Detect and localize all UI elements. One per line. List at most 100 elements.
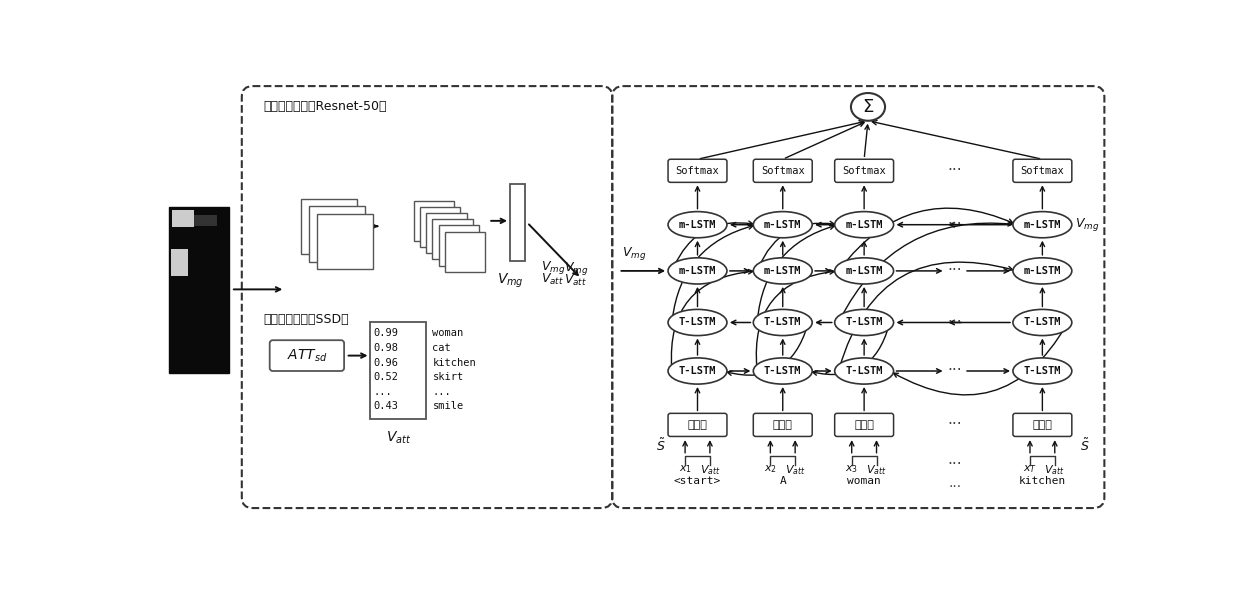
Text: 嵌入层: 嵌入层	[687, 420, 708, 430]
Bar	[420, 207, 460, 247]
Ellipse shape	[835, 212, 894, 238]
Ellipse shape	[668, 309, 727, 335]
FancyBboxPatch shape	[835, 414, 894, 436]
Ellipse shape	[668, 358, 727, 384]
Text: $x_2$: $x_2$	[764, 464, 776, 475]
Text: ...: ...	[949, 476, 961, 489]
Text: <start>: <start>	[673, 476, 722, 486]
Text: m-LSTM: m-LSTM	[846, 266, 883, 276]
FancyBboxPatch shape	[668, 160, 727, 182]
Ellipse shape	[753, 309, 812, 335]
Text: $V_{att}$: $V_{att}$	[785, 464, 806, 477]
Text: 0.52: 0.52	[373, 372, 398, 382]
Text: woman: woman	[433, 328, 464, 338]
Bar	[317, 214, 373, 269]
Text: kitchen: kitchen	[1019, 476, 1066, 486]
Ellipse shape	[1013, 212, 1071, 238]
Text: ···: ···	[947, 315, 962, 330]
FancyBboxPatch shape	[1013, 160, 1071, 182]
Ellipse shape	[851, 93, 885, 121]
Text: A: A	[780, 476, 786, 486]
Text: 0.43: 0.43	[373, 402, 398, 411]
Text: $V_{att}$: $V_{att}$	[1044, 464, 1065, 477]
Text: ···: ···	[947, 163, 962, 178]
Ellipse shape	[835, 258, 894, 284]
Text: kitchen: kitchen	[433, 358, 476, 368]
Text: m-LSTM: m-LSTM	[846, 220, 883, 230]
Ellipse shape	[1013, 358, 1071, 384]
Bar	[371, 323, 427, 419]
Text: ...: ...	[373, 387, 392, 397]
Ellipse shape	[753, 358, 812, 384]
Text: 嵌入层: 嵌入层	[854, 420, 874, 430]
FancyBboxPatch shape	[835, 160, 894, 182]
Text: $V_{mg}$: $V_{mg}$	[541, 258, 565, 276]
Text: ···: ···	[947, 364, 962, 379]
Text: T-LSTM: T-LSTM	[764, 317, 801, 327]
Text: ...: ...	[947, 452, 962, 467]
Bar	[169, 207, 229, 373]
Text: m-LSTM: m-LSTM	[1024, 266, 1061, 276]
Bar	[433, 219, 472, 259]
Text: ···: ···	[947, 417, 962, 432]
Bar	[427, 213, 466, 253]
FancyBboxPatch shape	[754, 414, 812, 436]
Ellipse shape	[835, 309, 894, 335]
Text: $x_T$: $x_T$	[1023, 464, 1037, 475]
Text: m-LSTM: m-LSTM	[764, 220, 801, 230]
Text: smile: smile	[433, 402, 464, 411]
Text: T-LSTM: T-LSTM	[764, 366, 801, 376]
FancyBboxPatch shape	[1013, 414, 1071, 436]
Ellipse shape	[753, 258, 812, 284]
Text: ···: ···	[947, 217, 962, 232]
Text: Softmax: Softmax	[842, 166, 887, 176]
Text: m-LSTM: m-LSTM	[678, 220, 717, 230]
FancyBboxPatch shape	[668, 414, 727, 436]
Bar	[445, 232, 485, 272]
Text: T-LSTM: T-LSTM	[846, 366, 883, 376]
Text: ···: ···	[947, 264, 962, 278]
Text: T-LSTM: T-LSTM	[678, 366, 717, 376]
Text: cat: cat	[433, 343, 451, 353]
Text: Softmax: Softmax	[761, 166, 805, 176]
Text: $V_{mg}$: $V_{mg}$	[621, 244, 646, 262]
Text: $x_3$: $x_3$	[846, 464, 858, 475]
Text: Softmax: Softmax	[676, 166, 719, 176]
Text: $x_1$: $x_1$	[678, 464, 692, 475]
Ellipse shape	[753, 212, 812, 238]
Bar	[510, 184, 526, 261]
Bar	[172, 210, 193, 227]
Ellipse shape	[1013, 258, 1071, 284]
Text: T-LSTM: T-LSTM	[1024, 317, 1061, 327]
Text: $V_{att}$: $V_{att}$	[541, 272, 564, 287]
Text: 嵌入层: 嵌入层	[773, 420, 792, 430]
Text: T-LSTM: T-LSTM	[846, 317, 883, 327]
Text: m-LSTM: m-LSTM	[678, 266, 717, 276]
Text: Softmax: Softmax	[1021, 166, 1064, 176]
Text: $\Sigma$: $\Sigma$	[862, 98, 874, 116]
Text: m-LSTM: m-LSTM	[764, 266, 801, 276]
Bar	[301, 199, 357, 254]
Bar	[171, 249, 187, 276]
FancyBboxPatch shape	[754, 160, 812, 182]
Text: T-LSTM: T-LSTM	[1024, 366, 1061, 376]
Text: 0.99: 0.99	[373, 328, 398, 338]
Bar	[309, 206, 365, 262]
Text: $V_{att}$: $V_{att}$	[564, 273, 588, 288]
FancyBboxPatch shape	[270, 340, 345, 371]
Text: 嵌入层: 嵌入层	[1033, 420, 1053, 430]
Text: $\tilde{S}$: $\tilde{S}$	[1080, 438, 1090, 454]
Text: ...: ...	[433, 387, 451, 397]
Text: m-LSTM: m-LSTM	[1024, 220, 1061, 230]
Bar	[439, 226, 479, 265]
Text: $V_{att}$: $V_{att}$	[867, 464, 887, 477]
Ellipse shape	[668, 212, 727, 238]
Ellipse shape	[668, 258, 727, 284]
Bar	[193, 215, 217, 226]
Text: $V_{att}$: $V_{att}$	[699, 464, 720, 477]
Bar	[414, 201, 454, 241]
Ellipse shape	[835, 358, 894, 384]
Text: $V_{mg}$: $V_{mg}$	[1075, 216, 1099, 233]
Text: woman: woman	[847, 476, 880, 486]
Text: 0.98: 0.98	[373, 343, 398, 353]
